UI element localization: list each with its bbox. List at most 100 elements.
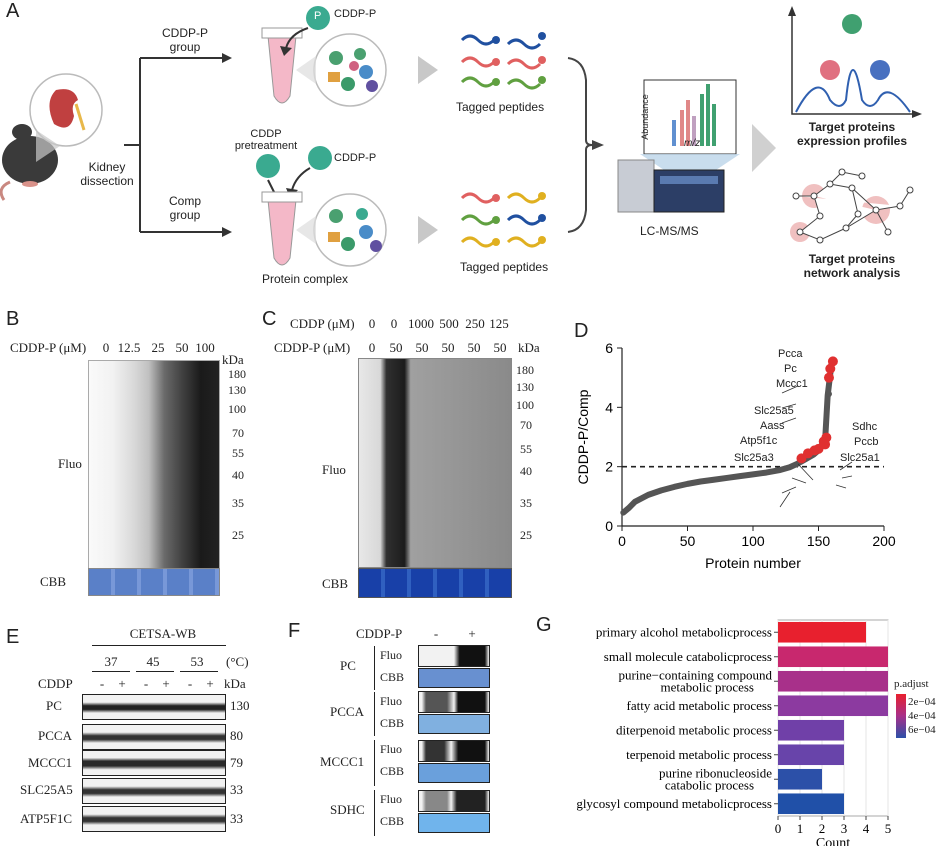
conc-label: 0 <box>102 340 110 355</box>
category-label: small molecule catabolicprocess <box>604 649 772 664</box>
marker-label: 55 <box>232 446 244 460</box>
cond-label: 50 <box>415 340 429 355</box>
panel-b-cbb: CBB <box>40 574 67 589</box>
temp-label: 37 <box>104 654 118 669</box>
marker-label: 35 <box>232 496 244 510</box>
network-graph-icon <box>790 168 914 244</box>
protein-complex-label: Protein complex <box>262 272 349 286</box>
category-label: primary alcohol metabolicprocess <box>596 624 772 639</box>
ms-abundance-label: Abundance <box>639 94 650 140</box>
panel-b-label: B <box>6 308 20 330</box>
annot-mccc1: Mccc1 <box>776 378 808 390</box>
cond-label: 500 <box>439 316 459 331</box>
sign-label: - <box>143 676 149 691</box>
conc-label: 12.5 <box>117 340 141 355</box>
fluo-band <box>418 790 490 812</box>
panel-b-gel <box>88 360 220 570</box>
sign-label: - <box>433 626 439 641</box>
fluo-band <box>418 740 490 762</box>
cond-label: 0 <box>368 340 376 355</box>
lc-ms-instrument-icon <box>617 159 725 213</box>
panel-a-schematic <box>0 6 922 267</box>
annotation-leader <box>781 486 797 494</box>
annot-atp5f1c: Atp5f1c <box>740 435 778 447</box>
category-label: glycosyl compound metabolicprocess <box>576 796 772 811</box>
x-tick-label: 200 <box>872 533 896 549</box>
fluo-band <box>418 645 490 667</box>
y-tick-label: 0 <box>605 518 613 534</box>
fluo-label: Fluo <box>380 742 403 756</box>
panel-b-cbb-strip <box>88 568 220 596</box>
x-tick-label: 2 <box>819 821 826 836</box>
x-axis-label: Protein number <box>705 555 801 571</box>
category-label: terpenoid metabolic process <box>626 747 772 762</box>
x-tick-label: 0 <box>618 533 626 549</box>
cond-label: 250 <box>465 316 485 331</box>
sign-label: + <box>118 676 126 691</box>
x-axis-label: Count <box>816 836 850 846</box>
conc-label: 25 <box>151 340 165 355</box>
protein-label: SLC25A5 <box>20 782 73 797</box>
sign-label: + <box>162 676 170 691</box>
cddp-pretreat-icon <box>256 154 280 178</box>
category-label: purine−containing compound <box>618 667 772 682</box>
panel-c-gel <box>358 358 512 568</box>
annotation-leader <box>797 463 814 481</box>
cbb-label: CBB <box>380 716 405 730</box>
y-tick-label: 4 <box>605 399 613 415</box>
cddp-p-label-2: CDDP-P <box>334 152 377 164</box>
marker-label: 70 <box>520 418 532 432</box>
protein-label: MCCC1 <box>28 755 73 770</box>
panel-e-temp-unit: (°C) <box>226 654 249 669</box>
target-point-pc <box>825 363 836 374</box>
kidney-icon <box>49 89 78 128</box>
protein-label: PCCA <box>330 704 364 719</box>
annot-slc25a1: Slc25a1 <box>840 452 880 464</box>
protein-label: PCCA <box>38 728 72 743</box>
bar <box>778 719 844 741</box>
sign-label: - <box>187 676 193 691</box>
y-tick-label: 6 <box>605 340 613 356</box>
kidney-dissection-label: Kidney dissection <box>80 160 134 188</box>
p-badge-text: P <box>314 10 322 22</box>
pretreatment-label: CDDP pretreatment <box>234 128 298 152</box>
panel-c-cbb-strip <box>358 568 512 598</box>
fluo-label: Fluo <box>380 648 403 662</box>
sign-label: - <box>99 676 105 691</box>
cbb-band <box>418 763 490 783</box>
target-point-mccc1 <box>823 372 834 383</box>
x-tick-label: 100 <box>741 533 765 549</box>
x-tick-label: 150 <box>807 533 831 549</box>
x-tick-label: 50 <box>680 533 696 549</box>
annotation-leader <box>835 484 847 489</box>
size-label: 80 <box>230 728 243 743</box>
annotation-leader <box>841 475 853 479</box>
panel-c-fluo: Fluo <box>322 462 346 477</box>
x-tick-label: 1 <box>797 821 804 836</box>
cbb-band <box>418 668 490 688</box>
marker-label: 100 <box>228 402 246 416</box>
tube-top <box>261 27 303 104</box>
marker-label: 35 <box>520 496 532 510</box>
cddp-p-label-1: CDDP-P <box>334 8 377 20</box>
target-point-slc25a1 <box>813 443 824 454</box>
cond-label: 50 <box>467 340 481 355</box>
panel-a-label: A <box>6 0 20 22</box>
cbb-label: CBB <box>380 764 405 778</box>
fluo-band <box>418 691 490 713</box>
protein-label: ATP5F1C <box>20 811 73 826</box>
x-tick-label: 5 <box>885 821 892 836</box>
panel-g-label: G <box>536 614 552 636</box>
panel-c-kda: kDa <box>518 340 540 355</box>
panel-e-kda: kDa <box>224 676 246 691</box>
temp-label: 53 <box>190 654 204 669</box>
lcms-label: LC-MS/MS <box>640 224 699 238</box>
panel-b-fluo: Fluo <box>58 456 82 471</box>
category-label: catabolic process <box>665 777 754 792</box>
bar <box>778 744 844 766</box>
cond-label: 125 <box>489 316 509 331</box>
bar <box>778 646 888 668</box>
size-label: 33 <box>230 782 243 797</box>
marker-label: 70 <box>232 426 244 440</box>
cbb-band <box>418 714 490 734</box>
